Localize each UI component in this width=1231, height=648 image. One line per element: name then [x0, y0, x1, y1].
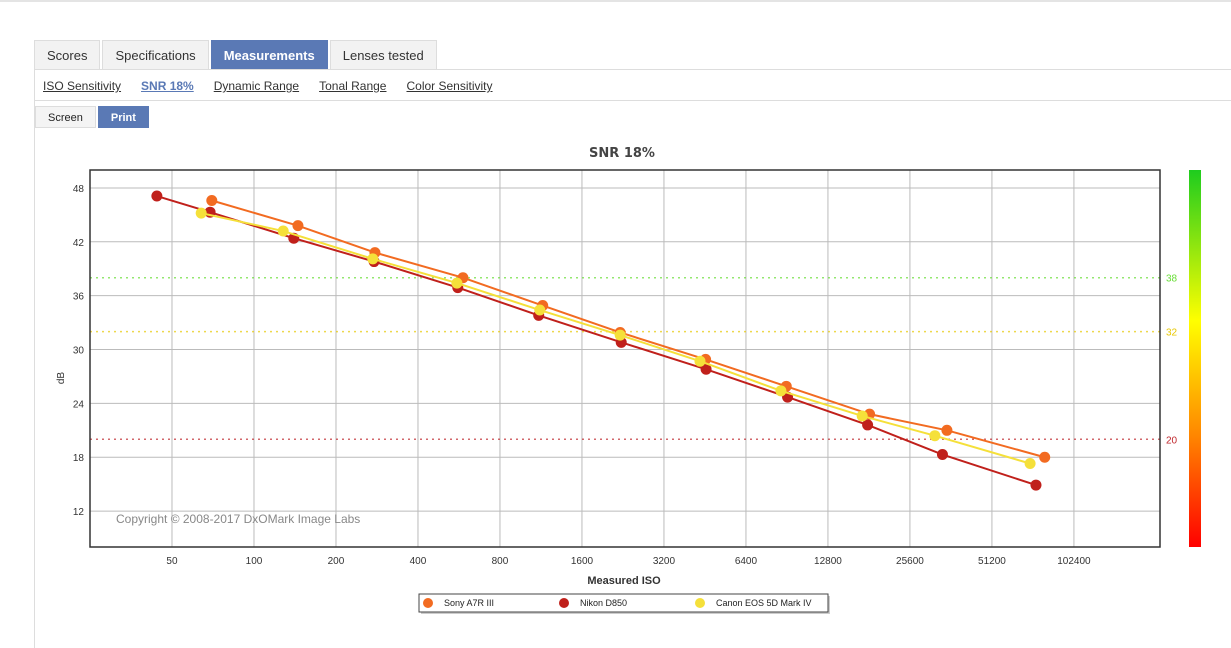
measurements-panel: ISO Sensitivity SNR 18% Dynamic Range To… [34, 69, 1231, 648]
reference-label: 38 [1166, 274, 1178, 285]
data-point [694, 355, 706, 367]
series-line [211, 199, 1045, 459]
link-snr-18[interactable]: SNR 18% [141, 79, 194, 93]
data-point [775, 385, 787, 397]
y-tick-label: 24 [73, 399, 85, 410]
chart-title: SNR 18% [589, 146, 655, 161]
data-point [1024, 458, 1036, 470]
mode-toggle: Screen Print [35, 106, 149, 128]
data-point [700, 363, 712, 375]
x-tick-label: 51200 [978, 556, 1006, 567]
data-point [1030, 479, 1042, 491]
y-tick-label: 42 [73, 238, 85, 249]
tab-specifications[interactable]: Specifications [102, 40, 209, 69]
legend-label: Canon EOS 5D Mark IV [716, 598, 812, 608]
x-tick-label: 1600 [571, 556, 594, 567]
data-point [195, 207, 207, 219]
data-point [151, 190, 163, 202]
link-dynamic-range[interactable]: Dynamic Range [213, 79, 300, 93]
data-point [614, 329, 626, 341]
x-axis-label: Measured ISO [587, 575, 661, 587]
legend-marker [559, 598, 569, 608]
legend-label: Sony A7R III [444, 598, 494, 608]
series-line [200, 212, 1031, 465]
link-color-sensitivity[interactable]: Color Sensitivity [406, 79, 493, 93]
copyright-text: Copyright © 2008-2017 DxOMark Image Labs [116, 512, 360, 526]
x-tick-label: 12800 [814, 556, 842, 567]
x-tick-label: 800 [492, 556, 509, 567]
legend-marker [695, 598, 705, 608]
y-tick-label: 48 [73, 184, 85, 195]
y-tick-label: 18 [73, 453, 85, 464]
data-point [206, 195, 218, 207]
plot-frame [89, 169, 1161, 548]
reference-label: 32 [1166, 328, 1178, 339]
legend-label: Nikon D850 [580, 598, 627, 608]
y-axis-label: dB [56, 372, 67, 385]
data-point [534, 304, 546, 316]
measurement-subnav: ISO Sensitivity SNR 18% Dynamic Range To… [43, 79, 493, 93]
data-point [1039, 451, 1051, 463]
screen-button[interactable]: Screen [35, 106, 96, 128]
quality-color-scale [1189, 170, 1201, 547]
data-point [936, 449, 948, 461]
data-point [277, 225, 289, 237]
print-button[interactable]: Print [97, 106, 149, 128]
x-tick-label: 50 [166, 556, 178, 567]
y-tick-label: 30 [73, 346, 85, 357]
x-tick-label: 400 [410, 556, 427, 567]
data-point [367, 253, 379, 265]
subnav-divider [35, 100, 1231, 101]
x-tick-label: 100 [246, 556, 263, 567]
data-point [929, 430, 941, 442]
data-point [856, 410, 868, 422]
x-tick-label: 102400 [1057, 556, 1091, 567]
top-divider [0, 0, 1231, 2]
tab-measurements[interactable]: Measurements [210, 40, 328, 69]
x-tick-label: 25600 [896, 556, 924, 567]
x-tick-label: 200 [328, 556, 345, 567]
x-tick-label: 3200 [653, 556, 676, 567]
data-point [862, 419, 874, 431]
link-tonal-range[interactable]: Tonal Range [319, 79, 387, 93]
legend-marker [423, 598, 433, 608]
legend: Sony A7R III Nikon D850 Canon EOS 5D Mark … [418, 593, 830, 614]
reference-label: 20 [1166, 435, 1178, 446]
y-tick-label: 36 [73, 292, 85, 303]
y-tick-label: 12 [73, 507, 85, 518]
data-point [292, 220, 304, 232]
data-point [941, 424, 953, 436]
tab-lenses-tested[interactable]: Lenses tested [329, 40, 437, 69]
link-iso-sensitivity[interactable]: ISO Sensitivity [43, 79, 122, 93]
data-point [451, 277, 463, 289]
x-tick-label: 6400 [735, 556, 758, 567]
main-tabs: Scores Specifications Measurements Lense… [34, 40, 437, 69]
tab-scores[interactable]: Scores [34, 40, 101, 69]
